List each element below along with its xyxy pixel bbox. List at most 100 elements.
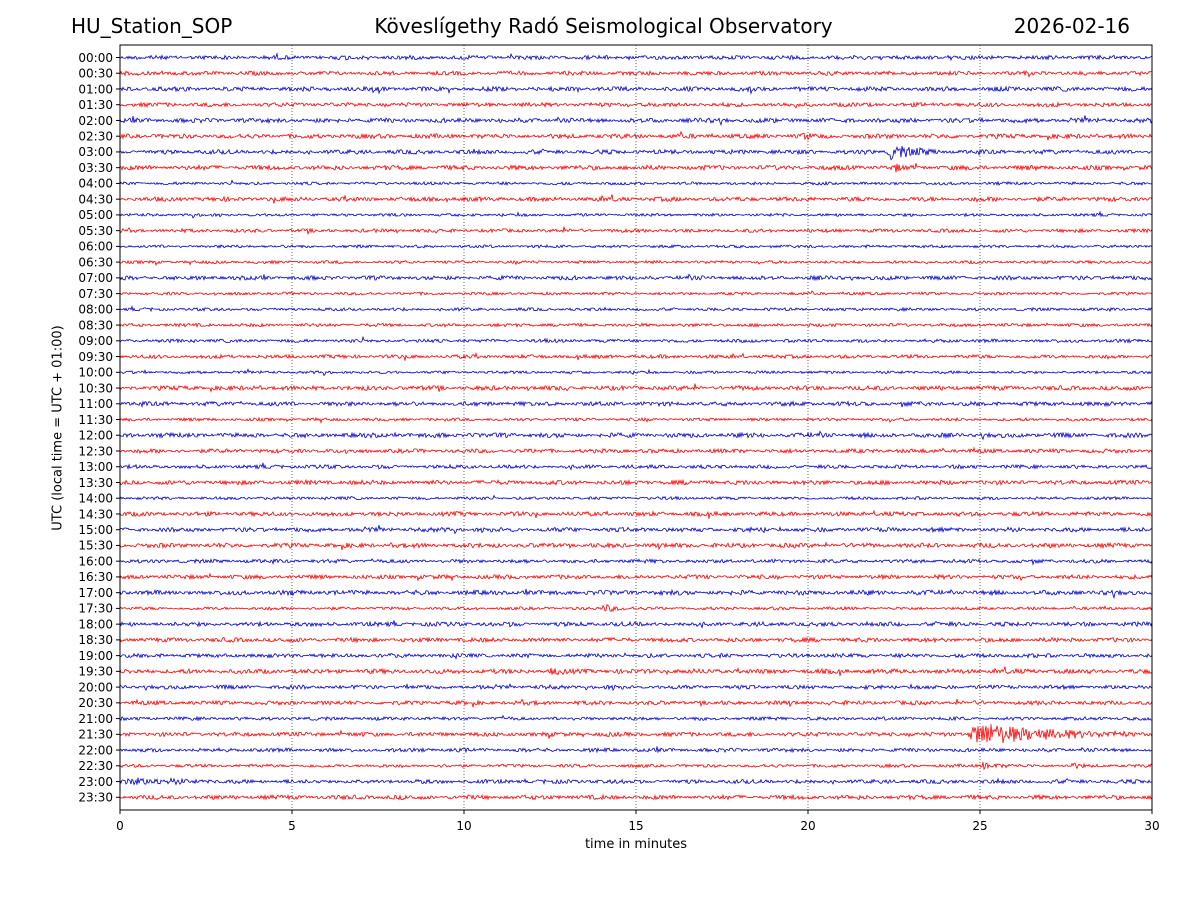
trace-0930 (119, 351, 1153, 361)
trace-0430 (119, 194, 1153, 204)
trace-1930 (119, 666, 1153, 676)
y-tick-label: 04:00 (78, 177, 113, 191)
trace-0200 (119, 115, 1153, 126)
y-tick-label: 02:00 (78, 114, 113, 128)
y-tick-label: 16:00 (78, 554, 113, 568)
trace-2300 (119, 777, 1153, 786)
y-tick-label: 04:30 (78, 192, 113, 206)
trace-1000 (119, 368, 1153, 377)
grid-lines (291, 45, 981, 810)
y-tick-label: 01:30 (78, 98, 113, 112)
y-tick-label: 22:00 (78, 743, 113, 757)
trace-0530 (119, 226, 1153, 236)
y-tick-label: 06:30 (78, 255, 113, 269)
y-tick-label: 22:30 (78, 759, 113, 773)
y-tick-label: 21:00 (78, 712, 113, 726)
trace-1200 (119, 430, 1153, 441)
x-tick-label: 10 (456, 819, 471, 833)
trace-1900 (119, 652, 1153, 660)
y-tick-label: 07:00 (78, 271, 113, 285)
trace-2230 (119, 762, 1153, 771)
y-tick-label: 15:30 (78, 539, 113, 553)
y-tick-label: 08:00 (78, 303, 113, 317)
y-tick-label: 11:30 (78, 413, 113, 427)
chart-date: 2026-02-16 (1013, 14, 1130, 38)
y-tick-label: 16:30 (78, 570, 113, 584)
y-tick-label: 19:30 (78, 665, 113, 679)
trace-1630 (119, 572, 1153, 582)
trace-1530 (119, 541, 1153, 551)
trace-0000 (119, 52, 1153, 62)
trace-1400 (119, 494, 1153, 501)
y-tick-label: 18:30 (78, 633, 113, 647)
trace-1830 (119, 636, 1153, 644)
trace-0130 (119, 101, 1153, 109)
trace-0630 (119, 259, 1153, 266)
y-tick-label: 03:30 (78, 161, 113, 175)
traces (119, 52, 1153, 802)
y-tick-label: 12:30 (78, 444, 113, 458)
trace-0700 (119, 273, 1153, 282)
trace-0600 (119, 244, 1153, 249)
trace-0100 (119, 85, 1153, 95)
y-tick-label: 07:30 (78, 287, 113, 301)
x-tick-label: 30 (1144, 819, 1159, 833)
trace-0830 (119, 322, 1153, 328)
y-tick-label: 06:00 (78, 240, 113, 254)
y-tick-label: 05:30 (78, 224, 113, 238)
trace-2000 (119, 682, 1152, 692)
trace-0330 (119, 163, 1153, 173)
trace-2330 (119, 793, 1153, 802)
y-tick-label: 20:00 (78, 680, 113, 694)
y-tick-label: 11:00 (78, 397, 113, 411)
x-tick-label: 5 (288, 819, 296, 833)
trace-0030 (119, 69, 1153, 78)
y-tick-label: 03:00 (78, 145, 113, 159)
trace-1430 (119, 509, 1153, 519)
trace-1730 (119, 603, 1153, 613)
y-tick-label: 15:00 (78, 523, 113, 537)
y-tick-label: 23:00 (78, 775, 113, 789)
trace-1030 (119, 383, 1153, 393)
x-axis: 0 5 10 15 20 25 30 (116, 810, 1160, 833)
y-axis-label: UTC (local time = UTC + 01:00) (50, 325, 66, 531)
y-tick-label: 12:00 (78, 429, 113, 443)
trace-0500 (119, 210, 1153, 219)
y-tick-label: 09:30 (78, 350, 113, 364)
x-tick-label: 0 (116, 819, 124, 833)
trace-1800 (119, 620, 1153, 629)
y-tick-label: 17:30 (78, 602, 113, 616)
trace-2130 (119, 724, 1153, 744)
station-name: HU_Station_SOP (71, 14, 233, 38)
trace-0730 (119, 290, 1153, 297)
y-tick-label: 17:00 (78, 586, 113, 600)
trace-0800 (119, 305, 1153, 313)
y-tick-label: 14:00 (78, 492, 113, 506)
y-tick-label: 00:00 (78, 51, 113, 65)
chart-title: Köveslígethy Radó Seismological Observat… (374, 14, 833, 38)
trace-1230 (119, 446, 1153, 455)
trace-0230 (119, 130, 1153, 141)
y-tick-label: 23:30 (78, 791, 113, 805)
trace-1600 (119, 558, 1153, 566)
y-tick-label: 01:00 (78, 82, 113, 96)
y-tick-label: 09:00 (78, 334, 113, 348)
trace-2100 (119, 714, 1153, 722)
trace-1330 (119, 478, 1153, 487)
trace-1300 (119, 462, 1153, 471)
y-tick-label: 19:00 (78, 649, 113, 663)
y-tick-label: 13:00 (78, 460, 113, 474)
x-tick-label: 15 (628, 819, 643, 833)
y-tick-label: 14:30 (78, 507, 113, 521)
trace-1700 (119, 588, 1153, 600)
y-tick-label: 10:30 (78, 381, 113, 395)
y-tick-label: 02:30 (78, 130, 113, 144)
y-tick-label: 13:30 (78, 476, 113, 490)
y-tick-label: 00:30 (78, 67, 113, 81)
trace-1130 (119, 416, 1153, 425)
x-axis-label: time in minutes (584, 837, 688, 852)
x-tick-label: 25 (972, 819, 987, 833)
y-tick-label: 10:00 (78, 366, 113, 380)
